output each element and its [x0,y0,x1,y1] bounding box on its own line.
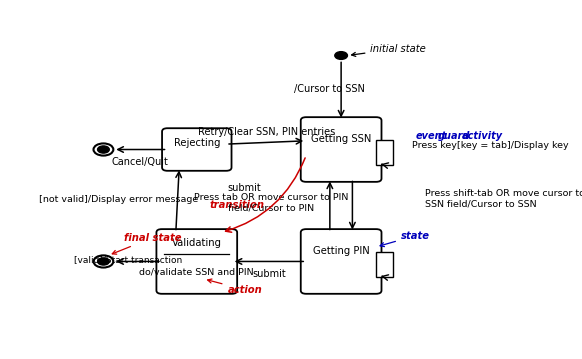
Text: submit: submit [252,269,286,279]
FancyBboxPatch shape [376,140,393,165]
Text: Cancel/Quit: Cancel/Quit [112,157,169,167]
Text: transition: transition [210,200,265,210]
Text: Validating: Validating [172,238,222,248]
Text: submit: submit [228,183,261,193]
Text: initial state: initial state [352,43,426,56]
Circle shape [335,52,347,59]
FancyBboxPatch shape [376,252,393,277]
Text: Getting SSN: Getting SSN [311,134,371,144]
Text: state: state [380,230,430,247]
Text: activity: activity [462,131,503,140]
FancyBboxPatch shape [157,229,237,294]
Text: Press tab OR move cursor to PIN
field/Cursor to PIN: Press tab OR move cursor to PIN field/Cu… [194,193,349,213]
Text: Getting PIN: Getting PIN [313,246,370,256]
Text: final state: final state [112,233,181,254]
Text: [valid]/Start transaction: [valid]/Start transaction [74,256,182,265]
Circle shape [98,258,109,265]
Text: Press key[key = tab]/Display key: Press key[key = tab]/Display key [413,141,569,150]
Text: guard: guard [438,131,470,140]
FancyBboxPatch shape [301,229,381,294]
Text: Retry/Clear SSN, PIN entries: Retry/Clear SSN, PIN entries [197,127,335,137]
Text: event: event [416,131,447,140]
Text: do/validate SSN and PIN: do/validate SSN and PIN [140,267,254,276]
FancyBboxPatch shape [162,128,232,171]
Circle shape [98,146,109,153]
Text: [not valid]/Display error message: [not valid]/Display error message [40,195,198,205]
Text: Press shift-tab OR move cursor to
SSN field/Cursor to SSN: Press shift-tab OR move cursor to SSN fi… [425,189,582,208]
Text: action: action [208,279,262,295]
Text: /Cursor to SSN: /Cursor to SSN [294,84,365,94]
Text: Rejecting: Rejecting [173,138,220,148]
FancyBboxPatch shape [301,117,381,182]
